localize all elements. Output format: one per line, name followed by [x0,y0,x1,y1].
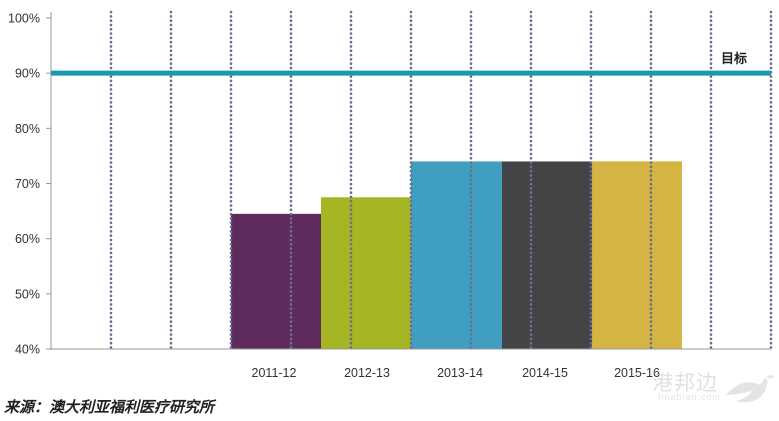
y-tick-label-70: 70% [15,177,40,191]
bar-2011-12 [231,213,321,349]
bar-2014-15 [502,161,592,349]
bar-2015-16 [592,161,682,349]
y-tick-label-50: 50% [15,287,40,301]
y-tick-label-60: 60% [15,232,40,246]
x-tick-label-2013-14: 2013-14 [437,366,483,380]
x-tick-label-2015-16: 2015-16 [614,366,660,380]
watermark: 港邦边 finabian.com [652,365,776,409]
y-tick-label-100: 100% [8,12,40,26]
x-tick-label-2012-13: 2012-13 [344,366,390,380]
y-tick-label-40: 40% [15,343,40,357]
source-note: 来源：澳大利亚福利医疗研究所 [4,399,215,416]
bar-2012-13 [321,197,411,349]
watermark-text: 港邦边 [652,372,718,395]
x-tick-label-2011-12: 2011-12 [252,366,297,380]
x-tick-label-2014-15: 2014-15 [522,366,568,380]
target-label: 目标 [721,51,747,67]
y-tick-label-80: 80% [15,122,40,136]
bar-2013-14 [411,161,502,349]
watermark-subtext: finabian.com [658,392,722,402]
y-tick-label-90: 90% [15,67,40,81]
bird-logo-icon [726,375,774,403]
